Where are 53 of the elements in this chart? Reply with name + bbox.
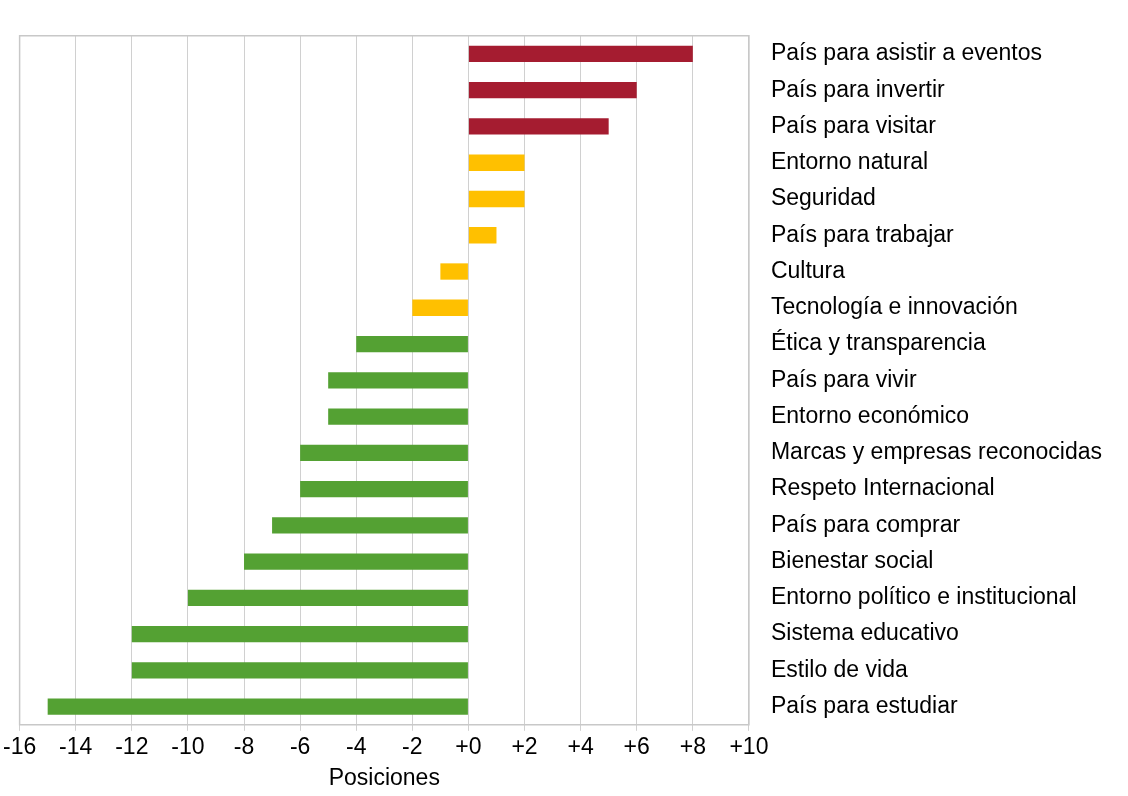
x-axis-title: Posiciones xyxy=(328,763,440,790)
bar xyxy=(328,408,468,425)
y-tick-label: País para trabajar xyxy=(770,220,955,247)
y-tick-label: País para invertir xyxy=(770,75,946,102)
y-tick-label: Seguridad xyxy=(770,184,876,211)
bar xyxy=(468,45,693,63)
x-tick-label: -4 xyxy=(346,732,367,759)
x-tick-label: -12 xyxy=(115,732,149,759)
y-tick-label: Entorno político e institucional xyxy=(770,583,1077,610)
bar xyxy=(468,190,525,208)
y-tick-label: Sistema educativo xyxy=(770,619,959,646)
bar xyxy=(412,299,468,316)
y-tick-label: País para vivir xyxy=(770,365,917,392)
bar xyxy=(300,480,468,498)
y-tick-label: País para comprar xyxy=(770,510,961,537)
y-tick-label: Estilo de vida xyxy=(770,655,908,682)
bar xyxy=(328,372,468,389)
x-tick-label: -2 xyxy=(402,732,423,759)
x-tick-label: +10 xyxy=(729,732,769,759)
x-tick-label: +2 xyxy=(511,732,538,759)
y-tick-label: Marcas y empresas reconocidas xyxy=(770,438,1102,465)
x-tick-label: +0 xyxy=(455,732,482,759)
bar xyxy=(468,118,609,135)
x-tick-label: -8 xyxy=(233,732,255,759)
bar xyxy=(300,444,468,461)
x-tick-label: +6 xyxy=(623,732,650,759)
bar xyxy=(244,553,468,570)
x-tick-label: -16 xyxy=(3,732,37,759)
bar xyxy=(356,335,468,353)
y-tick-label: País para estudiar xyxy=(770,692,958,719)
y-tick-label: Respeto Internacional xyxy=(770,474,995,501)
x-tick-label: -10 xyxy=(171,732,205,759)
bar xyxy=(468,154,525,171)
y-tick-label: Bienestar social xyxy=(770,546,934,573)
x-tick-label: +8 xyxy=(679,732,706,759)
bar xyxy=(187,589,468,607)
bar xyxy=(131,625,468,643)
bar xyxy=(468,227,497,244)
y-tick-label: País para visitar xyxy=(770,111,937,138)
x-tick-label: -6 xyxy=(289,732,311,759)
bar xyxy=(47,698,468,715)
y-tick-label: Tecnología e innovación xyxy=(770,293,1018,320)
bar xyxy=(468,82,637,99)
y-tick-label: Entorno natural xyxy=(770,148,929,175)
y-tick-label: Entorno económico xyxy=(770,401,970,428)
bar xyxy=(440,263,468,280)
y-tick-label: Cultura xyxy=(770,256,846,283)
bar xyxy=(272,517,468,534)
x-tick-label: +4 xyxy=(567,732,594,759)
x-tick-label: -14 xyxy=(59,732,93,759)
y-tick-label: País para asistir a eventos xyxy=(770,39,1042,66)
bar xyxy=(131,662,468,679)
y-tick-label: Ética y transparencia xyxy=(770,329,986,356)
